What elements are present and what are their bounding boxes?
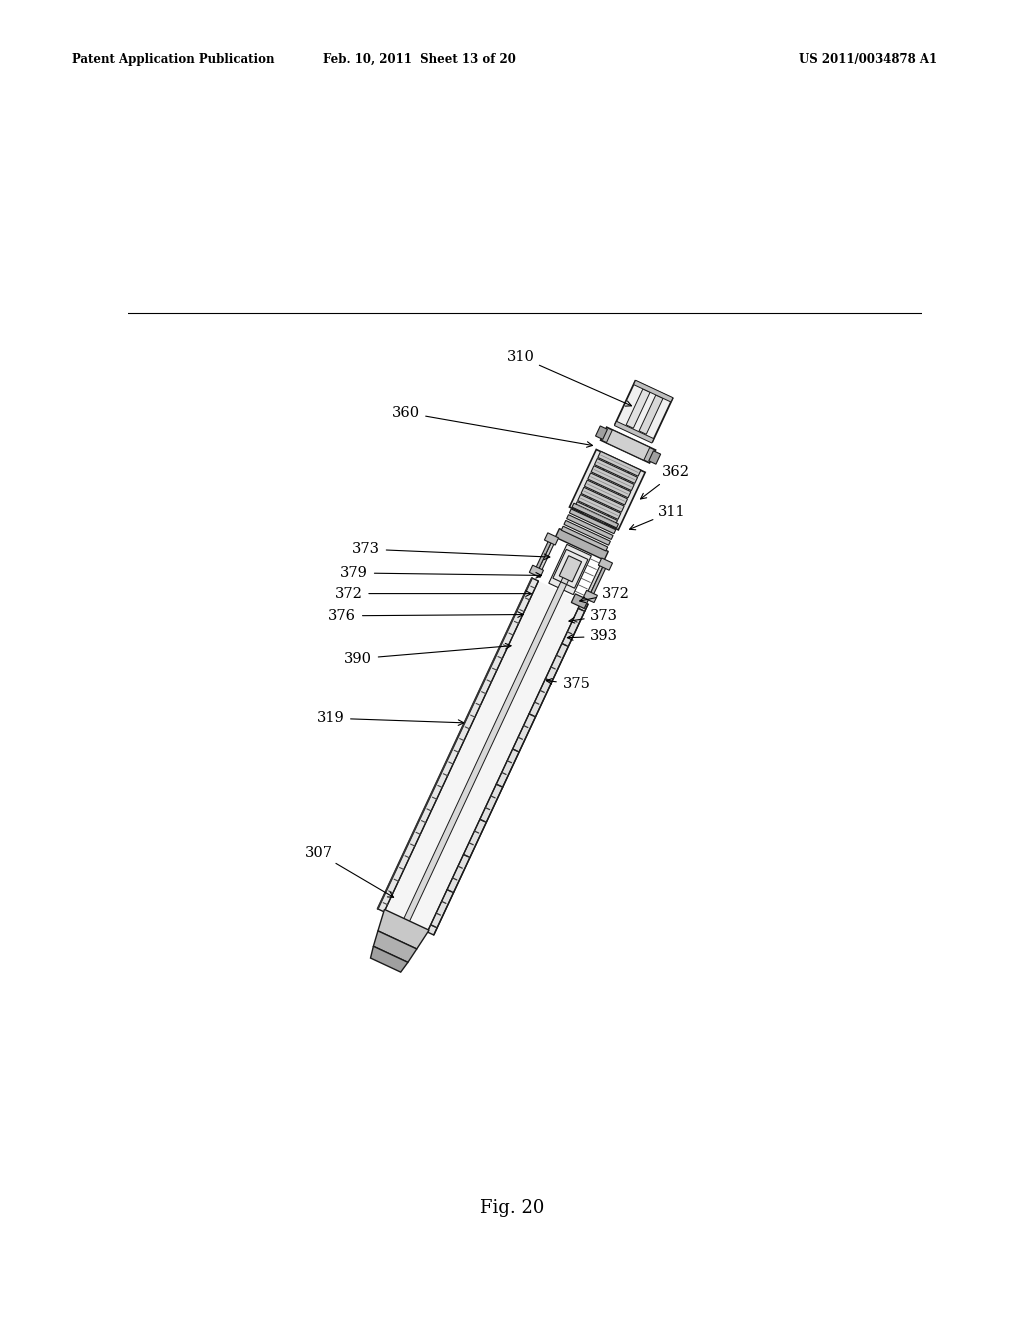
Text: 373: 373 (590, 609, 618, 623)
Polygon shape (598, 558, 612, 570)
Polygon shape (399, 576, 569, 931)
Text: US 2011/0034878 A1: US 2011/0034878 A1 (799, 53, 937, 66)
Text: 375: 375 (562, 677, 590, 692)
Polygon shape (545, 533, 558, 545)
Polygon shape (595, 458, 638, 483)
Polygon shape (566, 515, 613, 540)
Polygon shape (555, 528, 608, 560)
Text: 390: 390 (344, 652, 372, 665)
Polygon shape (427, 601, 588, 935)
Polygon shape (374, 931, 417, 962)
Polygon shape (596, 426, 607, 440)
Text: 360: 360 (392, 405, 420, 420)
Polygon shape (606, 430, 650, 461)
Polygon shape (584, 590, 597, 602)
Text: 307: 307 (304, 846, 333, 861)
Polygon shape (571, 594, 589, 609)
Text: 319: 319 (316, 711, 344, 725)
Text: 379: 379 (340, 566, 368, 579)
Text: 311: 311 (657, 504, 685, 519)
Polygon shape (529, 565, 544, 577)
Polygon shape (561, 527, 607, 550)
Text: Feb. 10, 2011  Sheet 13 of 20: Feb. 10, 2011 Sheet 13 of 20 (324, 53, 516, 66)
Text: 310: 310 (507, 350, 535, 364)
Text: 373: 373 (352, 543, 380, 556)
Polygon shape (581, 487, 625, 512)
Polygon shape (583, 455, 632, 524)
Polygon shape (559, 556, 582, 582)
Polygon shape (626, 389, 650, 428)
Polygon shape (371, 946, 408, 972)
Polygon shape (569, 450, 645, 529)
Polygon shape (378, 578, 539, 912)
Polygon shape (532, 539, 553, 576)
Text: Patent Application Publication: Patent Application Publication (72, 53, 274, 66)
Polygon shape (614, 421, 654, 444)
Polygon shape (549, 544, 592, 594)
Polygon shape (585, 562, 604, 599)
Text: Fig. 20: Fig. 20 (480, 1199, 544, 1217)
Polygon shape (564, 520, 610, 545)
Polygon shape (601, 428, 655, 463)
Text: 372: 372 (335, 586, 362, 601)
Polygon shape (588, 564, 607, 601)
Polygon shape (639, 395, 663, 434)
Polygon shape (572, 503, 618, 528)
Polygon shape (569, 510, 615, 533)
Text: 362: 362 (662, 465, 689, 479)
Text: 372: 372 (602, 586, 630, 601)
Polygon shape (591, 466, 634, 491)
Polygon shape (378, 909, 429, 949)
Polygon shape (615, 381, 673, 442)
Polygon shape (574, 502, 617, 527)
Text: 393: 393 (590, 630, 618, 643)
Polygon shape (598, 451, 641, 477)
Polygon shape (384, 581, 582, 932)
Text: 376: 376 (329, 609, 356, 623)
Polygon shape (588, 473, 631, 498)
Polygon shape (634, 380, 673, 403)
Polygon shape (578, 495, 621, 519)
Polygon shape (649, 450, 660, 465)
Polygon shape (536, 540, 555, 577)
Polygon shape (585, 480, 628, 506)
